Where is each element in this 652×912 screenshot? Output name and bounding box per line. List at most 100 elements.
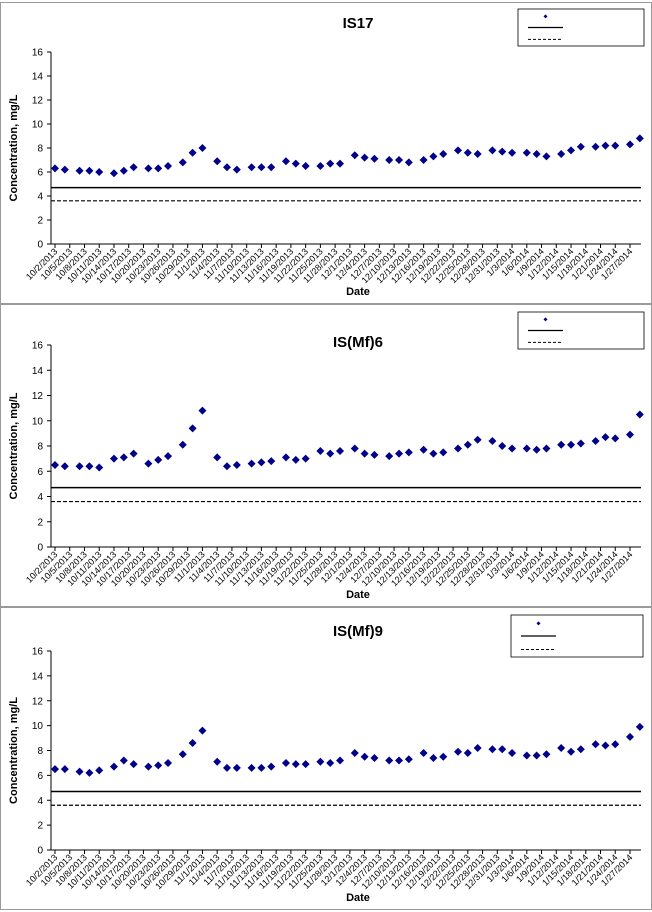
y-tick-label: 2: [37, 821, 43, 832]
y-axis-label: Concentration, mg/L: [8, 392, 20, 499]
data-point: [257, 458, 266, 467]
data-point: [557, 440, 566, 449]
y-tick-label: 16: [32, 48, 44, 59]
data-point: [404, 755, 413, 764]
data-point: [85, 768, 94, 777]
legend-marker-diamond: [536, 621, 541, 626]
y-tick-label: 4: [37, 192, 43, 203]
y-tick-label: 8: [37, 746, 43, 757]
y-tick-label: 6: [37, 168, 43, 179]
y-tick-label: 14: [32, 366, 44, 377]
data-point: [109, 762, 118, 771]
data-point: [439, 150, 448, 158]
data-point: [291, 455, 300, 464]
data-point: [473, 150, 482, 158]
data-point: [119, 166, 128, 175]
data-point: [198, 144, 207, 152]
data-point: [223, 163, 232, 172]
data-point: [453, 444, 462, 453]
data-point: [119, 453, 128, 462]
data-point: [601, 741, 610, 750]
y-tick-label: 6: [37, 771, 43, 782]
data-point: [178, 440, 187, 449]
x-axis-label: Date: [346, 589, 370, 601]
y-tick-label: 12: [32, 696, 44, 707]
legend-marker-diamond: [543, 14, 548, 19]
data-point: [591, 436, 600, 445]
legend-marker-diamond: [543, 317, 548, 322]
chart-title: IS(Mf)6: [333, 334, 383, 351]
data-point: [463, 148, 472, 157]
data-point: [532, 150, 541, 158]
data-point: [247, 459, 256, 468]
data-point: [51, 765, 59, 774]
chart-title: IS(Mf)9: [333, 623, 383, 640]
data-point: [154, 761, 163, 770]
data-point: [291, 760, 300, 769]
data-point: [164, 758, 173, 767]
data-point: [129, 449, 138, 458]
data-point: [85, 462, 94, 471]
data-point: [488, 436, 497, 445]
data-point: [508, 444, 517, 453]
data-point: [326, 159, 335, 168]
y-tick-label: 12: [32, 96, 44, 107]
data-point: [522, 751, 531, 760]
y-axis-label: Concentration, mg/L: [8, 697, 20, 804]
data-point: [144, 459, 153, 468]
data-point: [542, 444, 551, 453]
data-point: [370, 753, 379, 762]
data-point: [144, 762, 153, 771]
data-point: [336, 756, 345, 765]
y-tick-label: 2: [37, 216, 43, 227]
y-tick-label: 16: [32, 341, 44, 352]
data-point: [522, 148, 531, 157]
y-tick-label: 10: [32, 120, 44, 131]
data-point: [213, 757, 222, 766]
y-tick-label: 14: [32, 72, 44, 83]
data-point: [626, 732, 634, 741]
data-point: [164, 162, 173, 170]
data-point: [198, 726, 207, 735]
data-point: [75, 767, 84, 776]
data-point: [567, 146, 576, 155]
data-point: [232, 763, 241, 772]
data-point: [232, 165, 241, 174]
data-point: [370, 154, 379, 163]
data-point: [223, 763, 232, 772]
data-point: [281, 758, 290, 767]
data-point: [326, 449, 335, 458]
data-point: [178, 158, 187, 167]
data-point: [567, 440, 576, 449]
data-point: [247, 763, 256, 772]
data-point: [281, 453, 290, 462]
x-axis-label: Date: [346, 286, 370, 298]
data-point: [316, 162, 325, 170]
data-point: [350, 151, 359, 160]
data-point: [257, 163, 266, 172]
data-point: [178, 750, 187, 759]
data-point: [473, 744, 482, 753]
data-point: [109, 454, 118, 463]
y-tick-label: 12: [32, 391, 44, 402]
y-tick-label: 4: [37, 796, 43, 807]
data-point: [439, 752, 448, 761]
data-point: [350, 444, 359, 453]
data-point: [439, 448, 448, 457]
data-point: [223, 462, 232, 471]
y-tick-label: 8: [37, 442, 43, 453]
data-point: [591, 740, 600, 749]
data-point: [419, 748, 428, 757]
data-point: [360, 449, 369, 458]
data-point: [75, 462, 84, 471]
data-point: [129, 760, 138, 769]
data-point: [498, 442, 507, 450]
data-point: [453, 747, 462, 756]
data-point: [326, 758, 335, 767]
data-point: [542, 750, 551, 759]
data-point: [576, 745, 585, 754]
y-tick-label: 10: [32, 721, 44, 732]
data-point: [419, 156, 428, 164]
